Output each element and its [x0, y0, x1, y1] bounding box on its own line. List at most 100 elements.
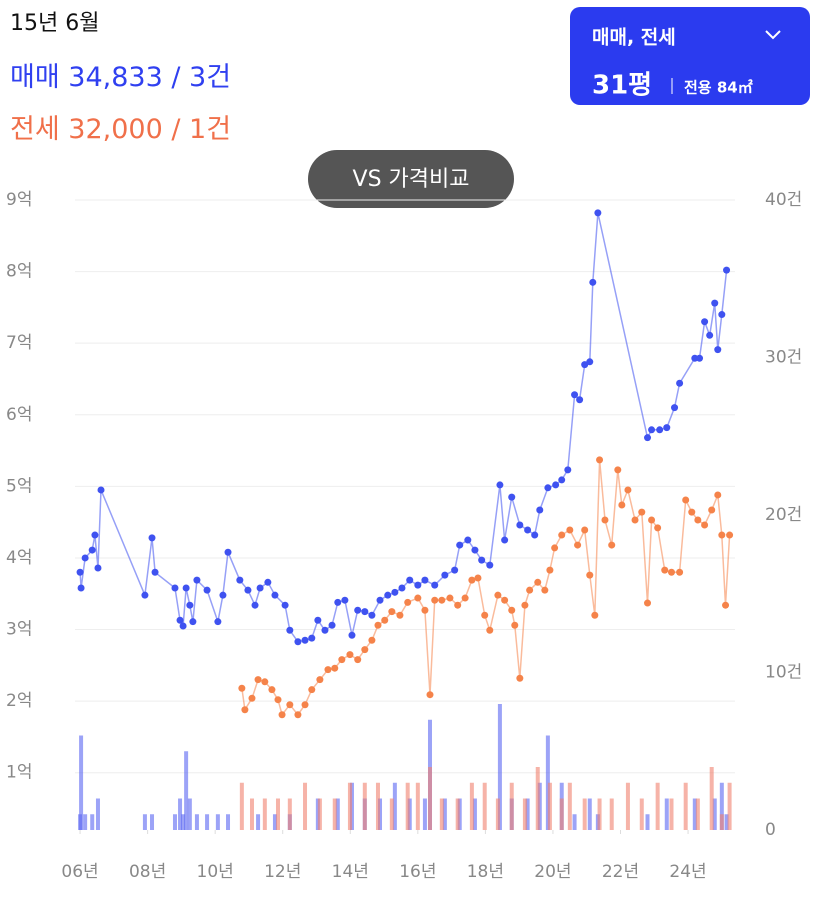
price-point [714, 346, 722, 354]
price-point [722, 601, 730, 609]
price-point [148, 534, 156, 542]
price-point [151, 568, 159, 576]
price-point [186, 601, 194, 609]
price-point [414, 581, 422, 589]
y-tick-label: 2억 [6, 691, 32, 711]
price-line [79, 212, 728, 643]
volume-bar [719, 782, 724, 830]
price-point [354, 606, 362, 614]
volume-bar [572, 814, 577, 830]
volume-bar [303, 782, 308, 830]
price-point [441, 571, 449, 579]
price-point [321, 626, 329, 634]
price-point [264, 578, 272, 586]
volume-bar [727, 782, 732, 830]
y-tick-label: 3억 [6, 620, 32, 640]
volume-bar [587, 798, 592, 830]
price-point [271, 591, 279, 599]
y2-tick-label: 0 [765, 820, 776, 840]
volume-bar [522, 798, 527, 830]
price-point [656, 426, 664, 434]
type-dropdown[interactable]: 매매, 전세 31평 전용 84㎡ [570, 7, 810, 105]
compare-button[interactable]: VS 가격비교 [308, 150, 514, 208]
dropdown-selected[interactable]: 매매, 전세 [592, 27, 676, 49]
y-tick-label: 5억 [6, 476, 32, 496]
price-point [676, 568, 684, 576]
price-point [631, 516, 639, 524]
jeonse-name: 전세 [10, 114, 60, 145]
price-point [346, 651, 354, 659]
volume-bar [205, 814, 210, 830]
price-point [308, 634, 316, 642]
volume-bar [362, 782, 367, 830]
volume-bar [194, 814, 199, 830]
price-point [531, 531, 539, 539]
price-point [268, 686, 276, 694]
price-point [566, 526, 574, 534]
price-point [508, 606, 516, 614]
price-point [601, 516, 609, 524]
jeonse-value: 32,000 / 1건 [68, 114, 231, 145]
volume-bar [724, 814, 729, 830]
price-point [421, 606, 429, 614]
price-point [348, 631, 356, 639]
price-point [193, 576, 201, 584]
dropdown-bg[interactable] [570, 7, 810, 105]
price-point [91, 531, 99, 539]
y2-tick-label: 30건 [765, 348, 802, 368]
price-point [414, 594, 422, 602]
price-point [521, 601, 529, 609]
price-point [524, 526, 532, 534]
price-point [576, 396, 584, 404]
volume-bar [455, 798, 460, 830]
price-point [701, 521, 709, 529]
volume-bar [256, 814, 261, 830]
price-point [189, 618, 197, 626]
volume-bar [150, 814, 155, 830]
volume-bar [335, 798, 340, 830]
volume-bar [378, 798, 383, 830]
x-tick-label: 18년 [467, 862, 504, 882]
compare-label[interactable]: VS 가격비교 [353, 167, 470, 192]
price-point [474, 574, 482, 582]
price-point [718, 311, 726, 319]
price-point [546, 566, 554, 574]
price-point [594, 209, 602, 217]
volume-bar [567, 782, 572, 830]
volume-bar [187, 798, 192, 830]
date-label: 15년 6월 [10, 11, 99, 36]
price-point [94, 564, 102, 572]
volume-bar [597, 798, 602, 830]
price-point [671, 404, 679, 412]
volume-bar [83, 814, 88, 830]
price-point [696, 354, 704, 362]
area-label[interactable]: 전용 84㎡ [684, 79, 753, 97]
price-point [551, 544, 559, 552]
price-point [251, 601, 259, 609]
size-label[interactable]: 31평 [592, 71, 652, 101]
price-point [676, 379, 684, 387]
volume-bar [645, 814, 650, 830]
price-point [481, 611, 489, 619]
x-tick-label: 12년 [264, 862, 301, 882]
price-point [511, 621, 519, 629]
price-point [224, 548, 232, 556]
compare-bg[interactable] [308, 150, 514, 208]
price-point [219, 591, 227, 599]
price-point [596, 456, 604, 464]
chevron[interactable] [765, 30, 781, 40]
price-line [241, 459, 731, 717]
price-point [431, 596, 439, 604]
price-point [701, 318, 709, 326]
volume-bar [537, 782, 542, 830]
price-point [308, 686, 316, 694]
price-point [77, 584, 85, 592]
price-point [203, 586, 211, 594]
price-point [558, 531, 566, 539]
y2-tick-label: 10건 [765, 663, 802, 683]
price-point [438, 596, 446, 604]
volume-bar [272, 814, 277, 830]
price-point [574, 541, 582, 549]
price-point [682, 496, 690, 504]
